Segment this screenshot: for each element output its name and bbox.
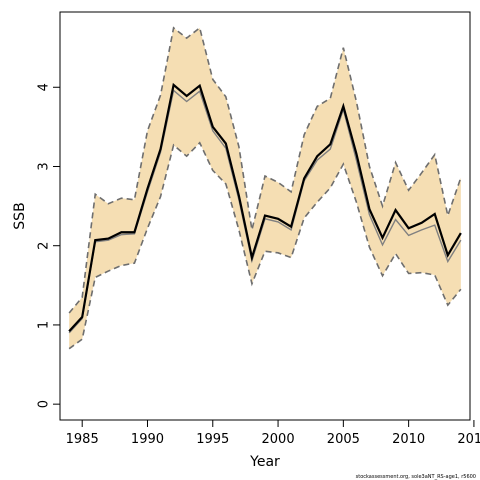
y-tick-label: 3 <box>37 162 52 170</box>
footnote: stockassessment.org, sole3aNT_RS-age1, r… <box>356 474 476 480</box>
plot-frame <box>59 11 471 421</box>
confidence-band <box>69 27 461 349</box>
x-tick-label: 2000 <box>262 432 295 447</box>
y-tick-label: 1 <box>37 321 52 329</box>
y-tick-label: 2 <box>37 242 52 250</box>
x-axis: 1985 1990 1995 2000 2005 2010 2015 <box>66 420 480 447</box>
x-tick-label: 2015 <box>457 432 480 447</box>
ssb-estimate-line <box>68 82 462 333</box>
x-tick-label: 2005 <box>327 432 360 447</box>
upper-bound-line <box>68 26 462 314</box>
y-tick-label: 4 <box>37 83 52 91</box>
x-tick-label: 2010 <box>392 432 425 447</box>
x-tick-label: 1985 <box>66 432 99 447</box>
y-axis-title: SSB <box>12 202 28 229</box>
x-axis-title: Year <box>249 454 280 470</box>
y-axis: 0 1 2 3 4 <box>37 83 60 408</box>
x-tick-label: 1990 <box>131 432 164 447</box>
lower-bound-line <box>68 141 462 350</box>
x-tick-label: 1995 <box>196 432 229 447</box>
y-tick-label: 0 <box>37 400 52 408</box>
